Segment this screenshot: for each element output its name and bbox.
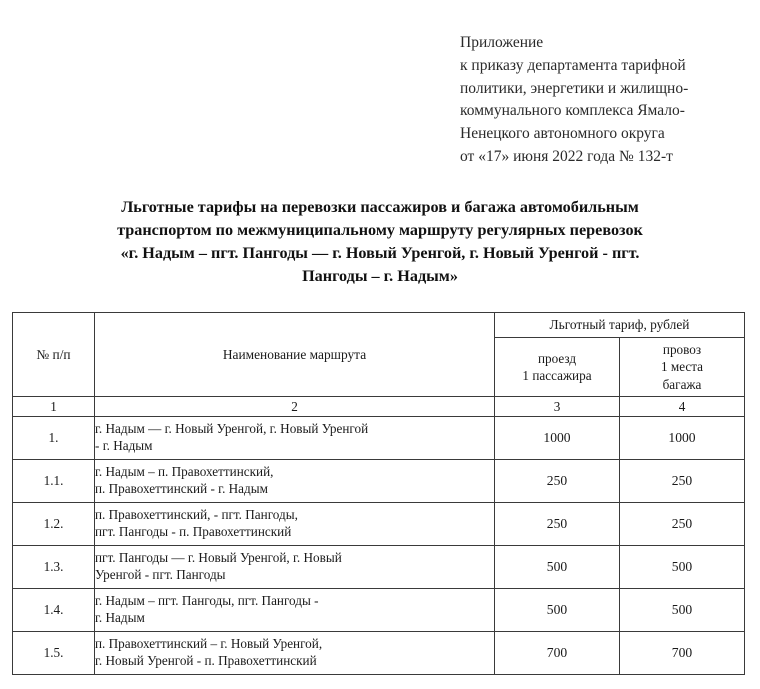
table-column-numbering-row: 1 2 3 4 <box>12 396 745 417</box>
page-title-line: Льготные тарифы на перевозки пассажиров … <box>121 198 639 216</box>
table-row: 1. г. Надым — г. Новый Уренгой, г. Новый… <box>12 416 745 460</box>
column-header-baggage-fare-line3: багажа <box>662 376 702 392</box>
row-route: г. Надым – п. Правохеттинский, п. Правох… <box>94 459 495 503</box>
row-index: 1.5. <box>12 631 95 675</box>
column-header-passenger-fare-line1: проезд <box>537 350 577 366</box>
row-route: г. Надым – пгт. Пангоды, пгт. Пангоды - … <box>94 588 495 632</box>
table-row: 1.5. п. Правохеттинский – г. Новый Уренг… <box>12 631 745 675</box>
row-route: пгт. Пангоды — г. Новый Уренгой, г. Новы… <box>94 545 495 589</box>
column-number-4: 4 <box>619 396 745 417</box>
tariff-table: № п/п Наименование маршрута Льготный тар… <box>12 312 745 675</box>
table-row: 1.4. г. Надым – пгт. Пангоды, пгт. Панго… <box>12 588 745 632</box>
row-passenger-fare: 250 <box>494 459 620 503</box>
table-header-row-top: № п/п Наименование маршрута Льготный тар… <box>12 312 745 397</box>
column-header-index: № п/п <box>12 312 95 397</box>
appendix-header-line: Приложение <box>460 34 544 51</box>
column-header-passenger-fare-line2: 1 пассажира <box>522 368 592 383</box>
column-number-1: 1 <box>12 396 95 417</box>
table-row: 1.3. пгт. Пангоды — г. Новый Уренгой, г.… <box>12 545 745 589</box>
table-header-row-bottom: проезд 1 пассажира провоз 1 места багажа <box>13 337 745 397</box>
row-baggage-fare: 250 <box>619 459 745 503</box>
page-title: Льготные тарифы на перевозки пассажиров … <box>18 196 742 289</box>
row-passenger-fare: 500 <box>494 545 620 589</box>
row-route-line: г. Надым — г. Новый Уренгой, г. Новый Ур… <box>95 421 369 437</box>
appendix-header-line: к приказу департамента тарифной <box>460 56 686 74</box>
row-passenger-fare: 250 <box>494 502 620 546</box>
appendix-header-block: Приложение к приказу департамента тарифн… <box>460 32 748 169</box>
row-route: п. Правохеттинский, - пгт. Пангоды, пгт.… <box>94 502 495 546</box>
table-row: 1.2. п. Правохеттинский, - пгт. Пангоды,… <box>12 502 745 546</box>
row-baggage-fare: 500 <box>619 545 745 589</box>
appendix-header-line: Ненецкого автономного округа <box>460 125 665 143</box>
appendix-header-order-date: от «17» июня 2022 года № 132-т <box>460 147 673 165</box>
row-route: г. Надым — г. Новый Уренгой, г. Новый Ур… <box>94 416 495 460</box>
table-row: 1.1. г. Надым – п. Правохеттинский, п. П… <box>12 459 745 503</box>
page-title-line: Пангоды – г. Надым» <box>302 267 458 286</box>
row-baggage-fare: 700 <box>619 631 745 675</box>
row-passenger-fare: 700 <box>494 631 620 675</box>
row-passenger-fare: 1000 <box>494 416 620 460</box>
row-index: 1. <box>12 416 95 460</box>
row-baggage-fare: 500 <box>619 588 745 632</box>
row-passenger-fare: 500 <box>494 588 620 632</box>
column-header-baggage-fare-line2: 1 места <box>660 359 704 375</box>
column-header-baggage-fare: провоз 1 места багажа <box>619 337 745 397</box>
row-index: 1.2. <box>12 502 95 546</box>
column-number-2: 2 <box>94 396 495 417</box>
row-index: 1.4. <box>12 588 95 632</box>
row-route-line: п. Правохеттинский – г. Новый Уренгой, <box>95 636 323 652</box>
row-route-line: Уренгой - пгт. Пангоды <box>95 567 226 582</box>
row-route-line: п. Правохеттинский - г. Надым <box>95 481 268 496</box>
row-route-line: пгт. Пангоды — г. Новый Уренгой, г. Новы… <box>95 550 342 566</box>
column-header-passenger-fare: проезд 1 пассажира <box>494 337 620 397</box>
row-route-line: - г. Надым <box>95 438 153 453</box>
row-index: 1.1. <box>12 459 95 503</box>
row-route-line: г. Надым <box>95 610 145 625</box>
row-route: п. Правохеттинский – г. Новый Уренгой, г… <box>94 631 495 675</box>
appendix-header-line: политики, энергетики и жилищно- <box>460 79 689 97</box>
appendix-header-line: коммунального комплекса Ямало- <box>460 102 685 120</box>
column-header-route: Наименование маршрута <box>94 312 495 397</box>
page-title-line: транспортом по межмуниципальному маршрут… <box>117 221 643 240</box>
row-route-line: г. Надым – пгт. Пангоды, пгт. Пангоды - <box>95 593 319 609</box>
column-number-3: 3 <box>494 396 620 417</box>
row-route-line: г. Новый Уренгой - п. Правохеттинский <box>95 653 317 668</box>
row-route-line: п. Правохеттинский, - пгт. Пангоды, <box>95 507 298 523</box>
row-baggage-fare: 1000 <box>619 416 745 460</box>
column-header-tariff-group: Льготный тариф, рублей <box>494 312 745 338</box>
column-header-baggage-fare-line1: провоз <box>662 342 702 358</box>
page-title-line: «г. Надым – пгт. Пангоды — г. Новый Урен… <box>120 244 640 263</box>
row-route-line: пгт. Пангоды - п. Правохеттинский <box>95 524 292 539</box>
row-route-line: г. Надым – п. Правохеттинский, <box>95 464 274 480</box>
row-index: 1.3. <box>12 545 95 589</box>
row-baggage-fare: 250 <box>619 502 745 546</box>
